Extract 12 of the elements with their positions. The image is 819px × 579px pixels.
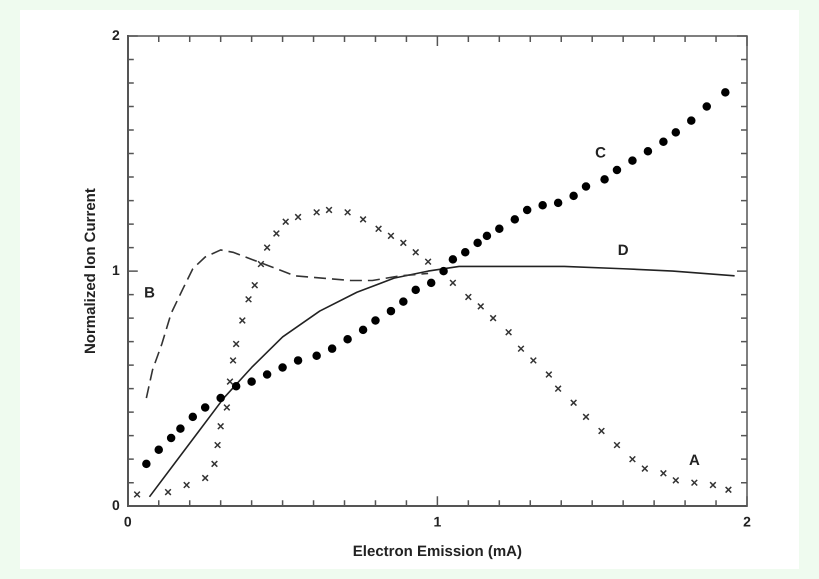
x-tick-label: 2 (743, 513, 752, 530)
series-label: A (688, 452, 700, 469)
x-tick-label: 1 (433, 513, 442, 530)
x-axis-title: Electron Emission (mA) (352, 543, 522, 560)
y-tick-label: 2 (112, 26, 120, 43)
series-label: C (595, 144, 606, 162)
y-tick-label: 1 (112, 262, 120, 278)
y-tick-label: 0 (112, 497, 120, 514)
x-tick-label: 0 (124, 513, 132, 530)
y-axis-title: Normalized Ion Current (82, 188, 100, 354)
series-label: D (618, 242, 629, 259)
series-label: B (144, 284, 156, 302)
